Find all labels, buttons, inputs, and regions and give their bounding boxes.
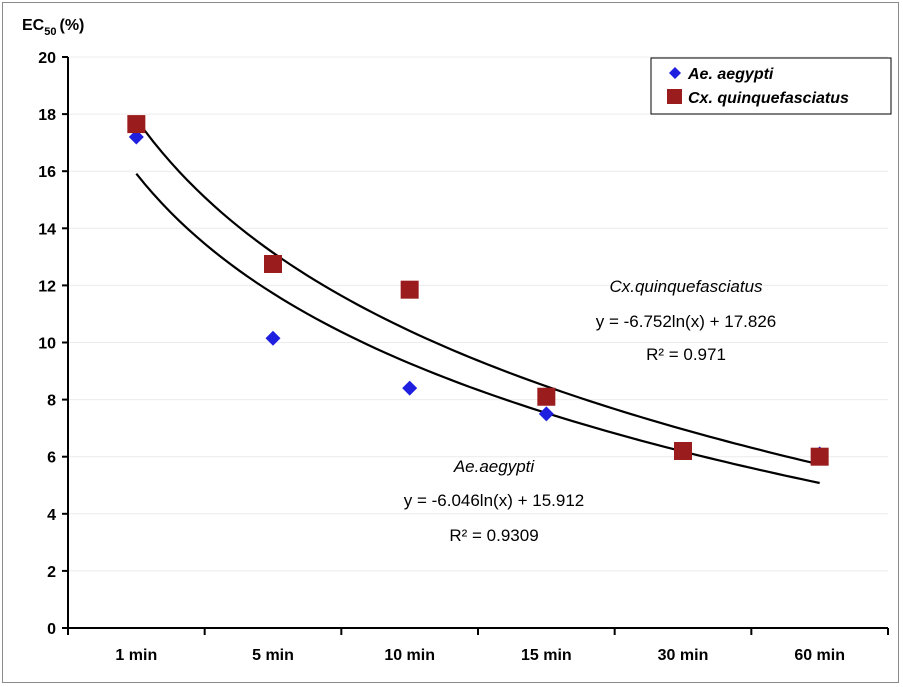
point-cx-quinquefasciatus [127, 115, 146, 134]
legend-box [650, 57, 892, 115]
point-ae-aegypti [128, 129, 144, 145]
point-cx-quinquefasciatus [810, 447, 829, 466]
x-tick-label: 30 min [658, 647, 709, 664]
y-tick-label: 18 [38, 107, 56, 124]
legend-label-ae-aegypti: Ae. aegypti [687, 66, 774, 83]
y-tick-label: 16 [38, 164, 56, 181]
legend-label-cx-quinquefasciatus: Cx. quinquefasciatus [688, 90, 849, 107]
annotation-ae-r2: R² = 0.9309 [449, 526, 538, 545]
trend-lines [135, 118, 820, 485]
x-tick-label: 15 min [521, 647, 572, 664]
y-axis-title-unit: (%) [59, 17, 84, 34]
point-cx-quinquefasciatus [537, 387, 556, 406]
y-tick-label: 10 [38, 336, 56, 353]
y-tick-label: 2 [47, 564, 56, 581]
legend-marker-cx-quinquefasciatus [667, 89, 682, 104]
y-axis-title-sub: 50 [44, 26, 56, 38]
annotation-ae-equation: y = -6.046ln(x) + 15.912 [404, 491, 585, 510]
y-tick-label: 8 [47, 393, 56, 410]
point-ae-aegypti [538, 406, 554, 422]
annotation-cx: Cx.quinquefasciatus y = -6.752ln(x) + 17… [596, 277, 777, 364]
annotation-ae: Ae.aegypti y = -6.046ln(x) + 15.912 R² =… [404, 457, 585, 545]
point-ae-aegypti [265, 330, 281, 346]
annotation-ae-name: Ae.aegypti [453, 457, 536, 476]
axes: 0 2 4 6 8 10 12 14 16 18 20 1 min 5 min 10 min 15 min 3… [38, 50, 889, 664]
point-cx-quinquefasciatus [264, 254, 282, 273]
y-axis-title-main: EC [22, 17, 45, 34]
legend-marker-ae-aegypti [669, 67, 681, 79]
point-cx-quinquefasciatus [400, 280, 419, 299]
y-axis-title: EC50 (%) [22, 17, 84, 38]
x-tick-label: 60 min [794, 647, 845, 664]
y-tick-label: 20 [38, 50, 56, 67]
annotation-cx-name: Cx.quinquefasciatus [609, 277, 763, 296]
data-points [127, 115, 829, 466]
point-ae-aegypti [402, 380, 418, 396]
y-tick-label: 4 [47, 507, 56, 524]
annotation-cx-equation: y = -6.752ln(x) + 17.826 [596, 312, 777, 331]
x-tick-label: 5 min [252, 647, 294, 664]
trend-line-series-1 [135, 118, 820, 466]
x-tick-label: 1 min [115, 647, 157, 664]
x-tick-label: 10 min [384, 647, 435, 664]
y-tick-label: 12 [38, 278, 56, 295]
trend-line-series-0 [135, 173, 820, 485]
annotation-cx-r2: R² = 0.971 [646, 345, 726, 364]
point-cx-quinquefasciatus [674, 441, 692, 460]
legend: Ae. aegypti Cx. quinquefasciatus [650, 57, 892, 115]
y-tick-label: 6 [47, 450, 56, 467]
y-tick-label: 14 [38, 221, 56, 238]
y-tick-label: 0 [47, 621, 56, 638]
